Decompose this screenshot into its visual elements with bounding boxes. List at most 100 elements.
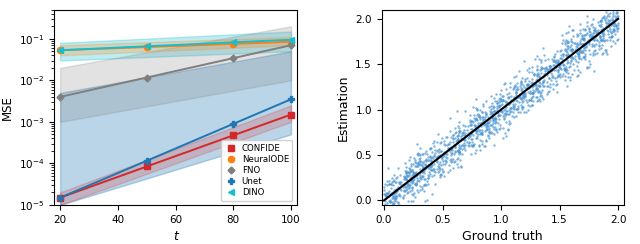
Point xyxy=(483,115,493,119)
Point xyxy=(506,106,516,110)
Point xyxy=(580,45,591,49)
Point xyxy=(543,76,554,80)
Point xyxy=(381,191,391,195)
Point xyxy=(551,65,561,69)
Point xyxy=(476,131,486,135)
Point xyxy=(534,84,544,88)
Point xyxy=(554,62,564,66)
Point xyxy=(600,48,611,51)
Point xyxy=(391,199,401,203)
Point xyxy=(418,174,428,178)
Line: DINO: DINO xyxy=(57,37,294,53)
Point xyxy=(582,14,592,18)
Point xyxy=(455,146,465,150)
Point xyxy=(554,63,564,67)
Point xyxy=(596,18,606,22)
Point xyxy=(598,14,609,18)
Point xyxy=(541,73,552,77)
Point xyxy=(604,21,614,25)
Point xyxy=(611,23,621,27)
Point xyxy=(476,115,486,119)
Point xyxy=(457,147,467,151)
Point xyxy=(407,186,417,190)
Point xyxy=(548,87,558,91)
Point xyxy=(513,95,523,99)
Point xyxy=(520,77,530,81)
Point xyxy=(424,158,434,162)
Point xyxy=(560,42,570,46)
Point xyxy=(498,98,508,102)
Point xyxy=(479,121,490,125)
Point xyxy=(495,99,506,103)
Point xyxy=(566,58,577,62)
Point xyxy=(515,84,525,88)
Point xyxy=(484,131,494,134)
Point xyxy=(594,44,604,48)
Point xyxy=(423,173,433,177)
Point xyxy=(506,94,516,98)
Point xyxy=(557,52,568,56)
Point xyxy=(449,152,459,156)
Point xyxy=(451,130,461,134)
Point xyxy=(536,91,546,95)
Point xyxy=(523,91,533,94)
Point xyxy=(413,161,423,164)
Point xyxy=(536,60,547,63)
Point xyxy=(492,110,502,114)
Point xyxy=(584,33,594,37)
Point xyxy=(387,212,397,216)
Point xyxy=(566,54,576,58)
Point xyxy=(491,128,501,132)
Point xyxy=(612,23,623,27)
Point xyxy=(403,174,413,178)
Point xyxy=(459,141,469,144)
Point xyxy=(429,140,439,143)
Point xyxy=(511,91,521,95)
Point xyxy=(564,49,575,52)
Point xyxy=(528,99,538,103)
Point xyxy=(412,173,422,177)
Point xyxy=(399,175,410,179)
Point xyxy=(383,191,394,195)
Point xyxy=(525,81,536,85)
Point xyxy=(560,47,570,51)
Point xyxy=(387,176,397,180)
Point xyxy=(419,169,429,173)
Point xyxy=(487,101,497,105)
Point xyxy=(405,189,415,193)
Point xyxy=(386,205,396,209)
Point xyxy=(563,40,573,44)
Point xyxy=(542,67,552,71)
Point xyxy=(569,68,579,72)
Point xyxy=(485,112,495,116)
Point xyxy=(547,75,557,79)
Point xyxy=(477,128,487,132)
Point xyxy=(513,87,523,91)
Point xyxy=(389,195,399,199)
Point xyxy=(419,183,429,187)
Point xyxy=(471,117,481,121)
Point xyxy=(391,187,401,191)
Point xyxy=(400,185,410,189)
Point xyxy=(596,38,606,42)
Point xyxy=(508,104,518,108)
Point xyxy=(445,147,456,151)
Point xyxy=(511,98,522,102)
Point xyxy=(482,121,492,125)
Point xyxy=(543,90,554,94)
Point xyxy=(538,79,548,83)
Point xyxy=(484,136,495,140)
Point xyxy=(449,143,459,147)
Point xyxy=(468,133,478,137)
Point xyxy=(470,123,481,127)
Point xyxy=(399,182,409,186)
Point xyxy=(394,182,404,185)
Point xyxy=(504,121,515,125)
Point xyxy=(404,170,415,174)
Point xyxy=(517,100,527,104)
Point xyxy=(388,191,399,195)
Point xyxy=(406,178,417,182)
Point xyxy=(425,154,435,158)
Point xyxy=(597,52,607,56)
Point xyxy=(414,180,424,183)
